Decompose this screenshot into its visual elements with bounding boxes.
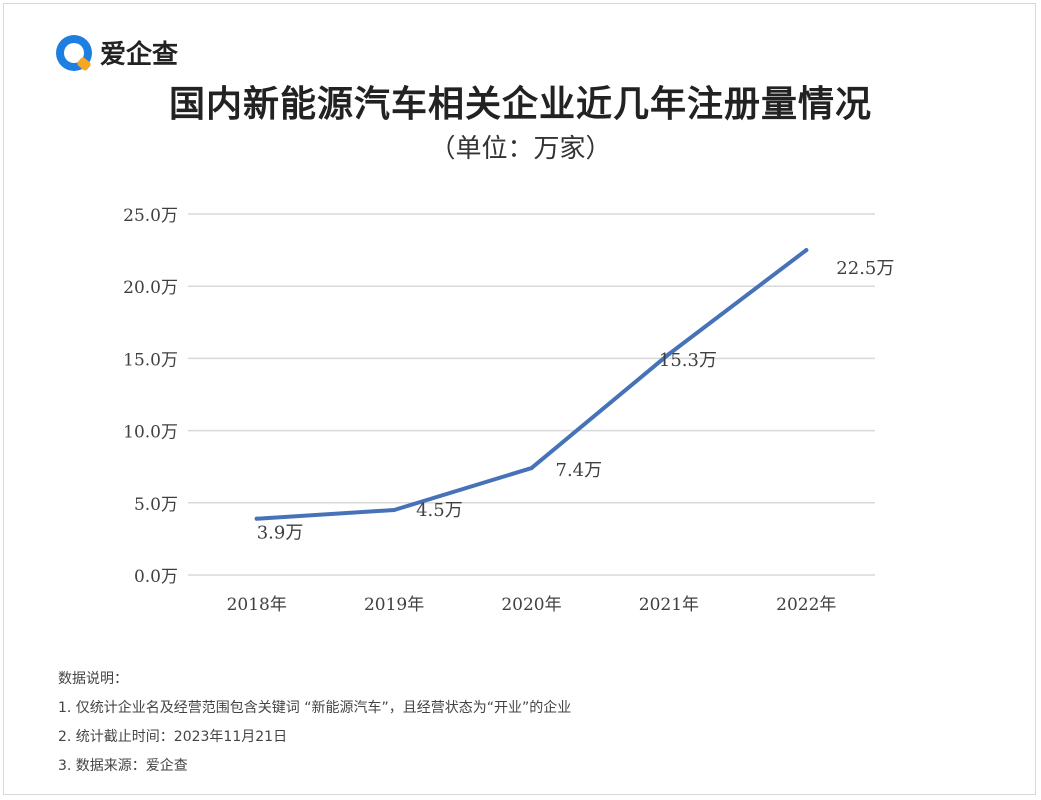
x-tick-label: 2021年 xyxy=(639,595,699,615)
data-label: 15.3万 xyxy=(659,350,717,371)
x-tick-label: 2022年 xyxy=(776,595,836,615)
chart-frame xyxy=(3,3,1036,795)
magnifier-icon xyxy=(56,34,92,71)
series-line xyxy=(254,248,809,521)
data-point xyxy=(529,466,534,471)
brand-logo: 爱企查 xyxy=(56,34,178,71)
y-tick-label: 10.0万 xyxy=(123,423,178,443)
data-notes: 数据说明： 1. 仅统计企业名及经营范围包含关键词 “新能源汽车”，且经营状态为… xyxy=(58,665,571,781)
x-tick-label: 2019年 xyxy=(364,595,424,615)
y-tick-label: 0.0万 xyxy=(134,567,178,587)
data-label: 4.5万 xyxy=(416,500,463,521)
data-label: 3.9万 xyxy=(257,523,304,544)
data-point xyxy=(254,516,259,521)
notes-heading: 数据说明： xyxy=(58,671,128,687)
chart-subtitle: （单位：万家） xyxy=(429,134,612,164)
data-point xyxy=(804,248,809,253)
x-tick-label: 2018年 xyxy=(227,595,287,615)
y-tick-label: 25.0万 xyxy=(123,206,178,226)
data-point xyxy=(666,352,671,357)
brand-name: 爱企查 xyxy=(100,40,179,70)
data-label: 22.5万 xyxy=(836,258,894,279)
note-item: 1. 仅统计企业名及经营范围包含关键词 “新能源汽车”，且经营状态为“开业”的企… xyxy=(58,700,572,716)
y-tick-label: 5.0万 xyxy=(134,495,178,515)
chart-title: 国内新能源汽车相关企业近几年注册量情况 xyxy=(168,84,872,125)
data-label: 7.4万 xyxy=(556,460,603,481)
y-tick-label: 20.0万 xyxy=(123,278,178,298)
note-item: 2. 统计截止时间：2023年11月21日 xyxy=(58,729,288,745)
x-tick-label: 2020年 xyxy=(501,595,561,615)
data-point xyxy=(392,508,397,513)
note-item: 3. 数据来源：爱企查 xyxy=(58,758,188,774)
y-tick-label: 15.0万 xyxy=(123,350,178,370)
